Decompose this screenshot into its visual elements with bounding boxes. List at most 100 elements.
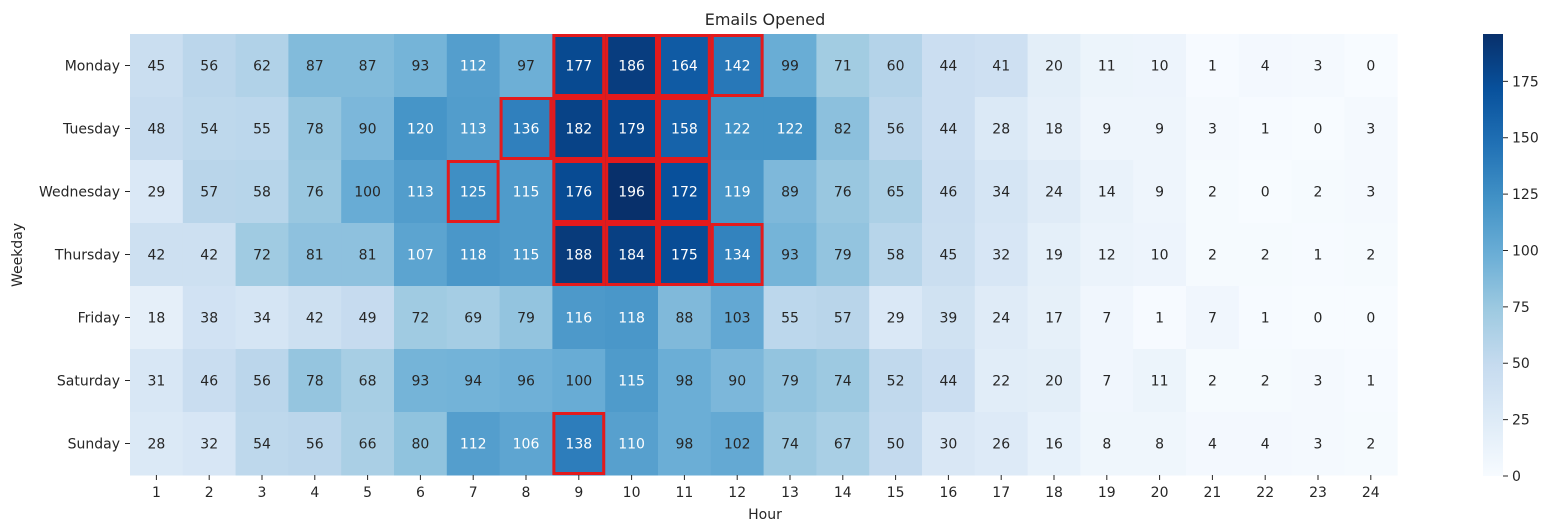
cell-value-label: 82 [834, 122, 852, 138]
heatmap-cell [974, 160, 1029, 224]
cell-value-label: 3 [1314, 374, 1323, 390]
heatmap-cell [288, 223, 342, 287]
cell-value-label: 14 [1098, 185, 1116, 201]
cell-value-label: 80 [411, 437, 429, 453]
cell-value-label: 112 [460, 59, 487, 75]
heatmap-cell [710, 160, 765, 224]
heatmap-cell [394, 349, 448, 413]
cell-value-label: 112 [460, 437, 487, 453]
heatmap-cell [1027, 223, 1081, 287]
cell-value-label: 79 [781, 374, 799, 390]
heatmap-cell [1344, 286, 1398, 350]
heatmap-cell [235, 223, 289, 287]
heatmap-cell [1291, 286, 1345, 350]
heatmap-cell [1133, 223, 1187, 287]
heatmap-cell [1344, 412, 1398, 476]
heatmap-cell [394, 223, 448, 287]
heatmap-cell [499, 223, 553, 287]
heatmap-cell [1344, 349, 1398, 413]
cell-value-label: 29 [887, 311, 905, 327]
cell-value-label: 2 [1208, 374, 1217, 390]
cell-value-label: 90 [359, 122, 377, 138]
heatmap-cell [1080, 160, 1134, 224]
cell-value-label: 89 [781, 185, 799, 201]
heatmap-cell [341, 97, 395, 161]
cell-value-label: 120 [407, 122, 434, 138]
x-tick-label: 9 [574, 485, 583, 501]
cell-value-label: 93 [411, 59, 429, 75]
colorbar-tick-label: 150 [1512, 131, 1539, 147]
cell-value-label: 8 [1155, 437, 1164, 453]
heatmap-cell [1133, 160, 1187, 224]
heatmap-cell [288, 97, 342, 161]
cell-value-label: 172 [671, 185, 698, 201]
colorbar-tick-label: 100 [1512, 243, 1539, 259]
cell-value-label: 31 [147, 374, 165, 390]
heatmap-cell [288, 160, 342, 224]
heatmap-cell [605, 412, 659, 476]
cell-value-label: 49 [359, 311, 377, 327]
heatmap-cell [235, 286, 289, 350]
heatmap-cell [446, 34, 501, 98]
cell-value-label: 3 [1366, 185, 1375, 201]
colorbar-tick-label: 25 [1512, 413, 1530, 429]
cell-value-label: 179 [618, 122, 645, 138]
heatmap-cell [499, 412, 553, 476]
x-tick-label: 2 [205, 485, 214, 501]
highlight-box [605, 160, 659, 223]
cell-value-label: 72 [253, 248, 271, 264]
heatmap-cell [922, 412, 976, 476]
cell-value-label: 22 [992, 374, 1010, 390]
cell-value-label: 2 [1366, 248, 1375, 264]
x-axis: 1 2 3 4 5 6 7 8 9 10 11 12 13 14 15 16 17 18 19 20 21 22 23 24 [152, 475, 1380, 501]
cell-value-label: 24 [992, 311, 1010, 327]
highlight-box [658, 223, 711, 286]
cell-value-label: 28 [992, 122, 1010, 138]
heatmap-cell [552, 286, 606, 350]
cell-value-label: 118 [460, 248, 487, 264]
heatmap-cell [763, 34, 817, 98]
cell-value-label: 176 [565, 185, 592, 201]
heatmap-cell [130, 412, 184, 476]
heatmap-cell [182, 412, 237, 476]
cell-value-label: 76 [834, 185, 852, 201]
heatmap-cell [658, 412, 712, 476]
heatmap-cell [446, 349, 501, 413]
cell-value-label: 0 [1314, 122, 1323, 138]
cell-value-label: 42 [200, 248, 218, 264]
heatmap-cell [1186, 34, 1240, 98]
cell-value-label: 118 [618, 311, 645, 327]
cell-value-label: 62 [253, 59, 271, 75]
cell-value-label: 56 [306, 437, 324, 453]
cell-value-label: 3 [1208, 122, 1217, 138]
heatmap-cell [394, 160, 448, 224]
cell-value-label: 32 [200, 437, 218, 453]
heatmap-cell [499, 286, 553, 350]
cell-value-label: 56 [253, 374, 271, 390]
cell-value-label: 48 [147, 122, 165, 138]
cell-value-label: 184 [618, 248, 645, 264]
heatmap-cell [710, 97, 765, 161]
cell-value-label: 87 [359, 59, 377, 75]
x-tick-label: 19 [1098, 485, 1116, 501]
heatmap-cell [446, 97, 501, 161]
heatmap-cell [1238, 412, 1293, 476]
heatmap-cell [288, 412, 342, 476]
heatmap-cells [130, 34, 1398, 476]
cell-value-label: 58 [253, 185, 271, 201]
heatmap-cell [763, 97, 817, 161]
heatmap-cell [446, 286, 501, 350]
cell-value-label: 186 [618, 59, 645, 75]
cell-value-label: 7 [1102, 374, 1111, 390]
cell-value-label: 16 [1045, 437, 1063, 453]
highlight-box [446, 160, 500, 223]
cell-value-label: 113 [460, 122, 487, 138]
heatmap-cell [341, 160, 395, 224]
cell-value-label: 60 [887, 59, 905, 75]
heatmap-cell [288, 349, 342, 413]
heatmap-cell [341, 34, 395, 98]
cell-value-label: 115 [618, 374, 645, 390]
x-tick-label: 13 [781, 485, 799, 501]
heatmap-cell [710, 349, 765, 413]
cell-value-label: 76 [306, 185, 324, 201]
